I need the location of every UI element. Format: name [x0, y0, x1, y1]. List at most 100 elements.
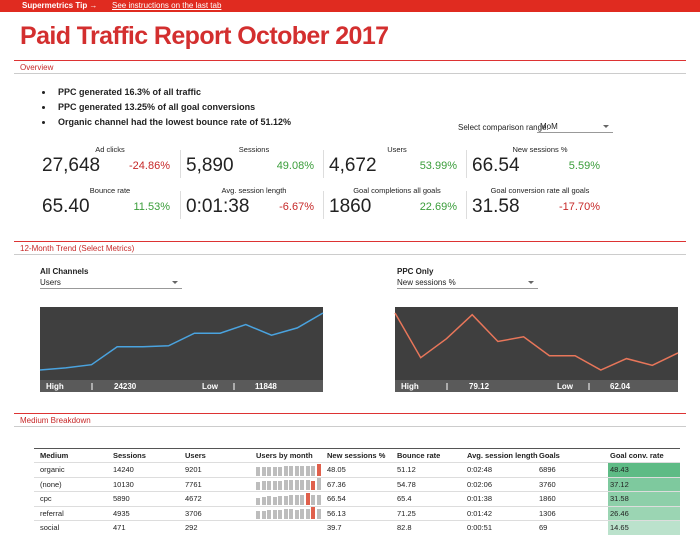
- sparkline-bar: [272, 510, 277, 519]
- sparkline-bar: [261, 466, 266, 476]
- kpi-divider: [323, 191, 324, 219]
- table-cell: 31.58: [610, 494, 629, 503]
- table-cell: 14240: [113, 465, 134, 474]
- tip-link[interactable]: See instructions on the last tab: [112, 1, 222, 10]
- kpi-label: New sessions %: [512, 145, 568, 154]
- table-cell: 6896: [539, 465, 556, 474]
- sparkline-bar: [305, 492, 310, 505]
- kpi-value: 66.54: [472, 155, 520, 176]
- table-cell: 9201: [185, 465, 202, 474]
- column-header: Bounce rate: [397, 451, 441, 460]
- conv-rate-cell: [608, 506, 680, 520]
- sparkline-bar: [256, 466, 260, 476]
- kpi-label: Goal completions all goals: [353, 186, 441, 195]
- table-cell: 56.13: [327, 508, 346, 518]
- sparkline-bar: [311, 507, 315, 519]
- kpi-divider: [466, 150, 467, 178]
- comparison-label: Select comparison range:: [458, 123, 549, 132]
- sparkline-bar: [267, 481, 271, 490]
- table-cell: 4672: [185, 494, 202, 503]
- kpi-value: 27,648: [42, 155, 101, 176]
- metric-dropdown[interactable]: New sessions %: [397, 277, 538, 289]
- sparkline-bar: [316, 494, 321, 505]
- column-header: Users by month: [256, 451, 313, 460]
- sparkline-bar: [267, 495, 271, 505]
- chart-bg: [395, 307, 678, 392]
- column-header: Goal conv. rate: [610, 451, 664, 460]
- table-cell: 54.78: [397, 479, 416, 489]
- bullet-text: PPC generated 16.3% of all traffic: [58, 87, 202, 97]
- kpi-value: 1860: [329, 196, 372, 217]
- table-cell: 48.05: [327, 465, 346, 474]
- sparkline-bar: [261, 481, 266, 490]
- kpi-label: Users: [387, 145, 407, 154]
- high-value: 79.12: [469, 382, 490, 391]
- section-header: Overview: [14, 60, 686, 74]
- kpi-label: Goal conversion rate all goals: [490, 186, 590, 195]
- table-cell: 10130: [113, 479, 134, 489]
- sparkline-bar: [294, 465, 299, 476]
- table-cell: 292: [185, 523, 198, 532]
- sparkline-bar: [289, 480, 293, 490]
- kpi-value: 4,672: [329, 155, 377, 176]
- table-cell: 69: [539, 523, 548, 532]
- report-title: Paid Traffic Report October 2017: [20, 22, 389, 50]
- sparkline-bar: [283, 465, 288, 476]
- sparkline-bar: [289, 465, 293, 476]
- sparkline-bar: [261, 496, 266, 505]
- row-border: [34, 520, 680, 521]
- conv-rate-cell: [608, 492, 680, 506]
- table-cell: 65.4: [397, 494, 412, 503]
- low-value: 62.04: [610, 382, 631, 391]
- sparkline-bar: [300, 509, 304, 519]
- column-header: Users: [185, 451, 206, 460]
- sparkline-bar: [294, 510, 299, 519]
- tip-bar: Supermetrics Tip → See instructions on t…: [0, 0, 700, 12]
- section-header: 12-Month Trend (Select Metrics): [14, 241, 686, 255]
- kpi-change: 53.99%: [419, 160, 457, 172]
- table-cell: 0:00:51: [467, 523, 493, 532]
- table-cell: 0:01:42: [467, 508, 493, 518]
- row-border: [34, 491, 680, 492]
- conv-rate-cell: [608, 521, 680, 535]
- chart-footer: [40, 380, 323, 392]
- table-cell: 39.7: [327, 523, 342, 532]
- bullet-dot: [42, 106, 45, 109]
- sparkline-bar: [316, 509, 321, 519]
- column-header: New sessions %: [327, 451, 386, 460]
- sparkline-bar: [311, 465, 315, 476]
- sparkline-bar: [278, 510, 282, 519]
- sparkline-bar: [289, 509, 293, 519]
- metric-dropdown[interactable]: Users: [40, 277, 182, 289]
- kpi-label: Sessions: [238, 145, 270, 154]
- sparkline-bar: [294, 480, 299, 490]
- chart-bg: [40, 307, 323, 392]
- kpi-change: 49.08%: [276, 160, 314, 172]
- table-cell: 67.36: [327, 479, 346, 489]
- kpi-value: 65.40: [42, 196, 90, 217]
- kpi-value: 31.58: [472, 196, 520, 217]
- sparkline-bar: [256, 482, 260, 490]
- high-label: High: [46, 382, 64, 391]
- table-cell: 51.12: [397, 465, 416, 474]
- table-cell: organic: [40, 465, 65, 474]
- comparison-dropdown[interactable]: MoM: [537, 121, 613, 133]
- bullet-dot: [42, 91, 45, 94]
- table-cell: 0:02:06: [467, 479, 493, 489]
- high-label: High: [401, 382, 419, 391]
- table-cell: 82.8: [397, 523, 412, 532]
- sparkline-bar: [316, 478, 321, 490]
- sparkline-bar: [267, 510, 271, 519]
- kpi-change: 11.53%: [133, 201, 171, 213]
- selector-label: PPC Only: [397, 267, 434, 276]
- sparkline-bar: [283, 480, 288, 490]
- table-cell: 4935: [113, 508, 130, 518]
- kpi-label: Avg. session length: [221, 186, 287, 195]
- table-cell: 7761: [185, 479, 202, 489]
- column-header: Avg. session length: [467, 451, 538, 460]
- table-cell: 0:01:38: [467, 494, 493, 503]
- chart-footer: [395, 380, 678, 392]
- sparkline-bar: [311, 481, 315, 490]
- column-header: Medium: [40, 451, 69, 460]
